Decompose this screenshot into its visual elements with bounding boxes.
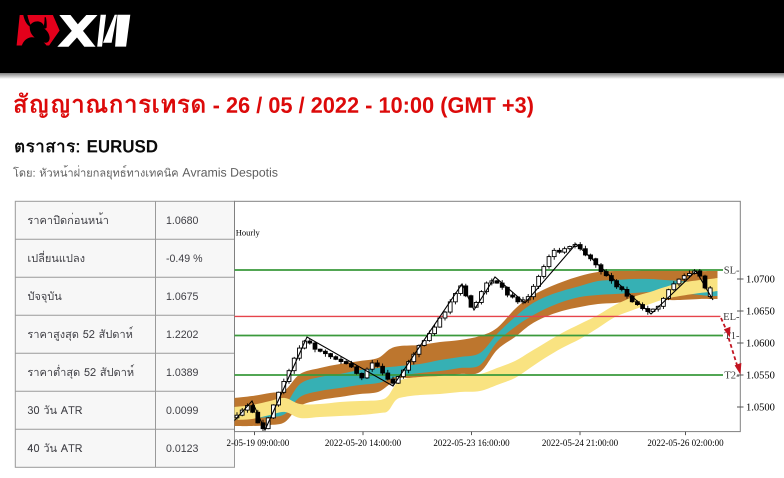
svg-text:-0.49 %: -0.49 %	[166, 253, 203, 265]
svg-text:1.0700: 1.0700	[746, 275, 775, 286]
svg-text:T1-: T1-	[724, 331, 740, 342]
svg-text:2-05-19 09:00:00: 2-05-19 09:00:00	[227, 438, 290, 448]
svg-text:2022-05-23 16:00:00: 2022-05-23 16:00:00	[433, 438, 510, 448]
svg-text:T2-: T2-	[724, 371, 740, 382]
svg-text:1.2202: 1.2202	[166, 329, 199, 341]
svg-text:1.0600: 1.0600	[746, 339, 775, 350]
svg-text:2022-05-24 21:00:00: 2022-05-24 21:00:00	[542, 438, 619, 448]
svg-text:1.0650: 1.0650	[746, 307, 775, 318]
svg-text:EL-: EL-	[723, 312, 740, 323]
svg-text:0.0123: 0.0123	[166, 443, 199, 455]
svg-text:1.0389: 1.0389	[166, 367, 199, 379]
svg-text:1.0500: 1.0500	[746, 403, 775, 414]
svg-text:1.0675: 1.0675	[166, 291, 199, 303]
svg-text:Hourly: Hourly	[236, 228, 261, 238]
svg-text:1.0550: 1.0550	[746, 371, 775, 382]
svg-text:2022-05-26 02:00:00: 2022-05-26 02:00:00	[647, 438, 724, 448]
svg-text:1.0680: 1.0680	[166, 215, 199, 227]
svg-text:SL-: SL-	[724, 266, 740, 277]
svg-text:0.0099: 0.0099	[166, 405, 199, 417]
svg-text:2022-05-20 14:00:00: 2022-05-20 14:00:00	[325, 438, 402, 448]
